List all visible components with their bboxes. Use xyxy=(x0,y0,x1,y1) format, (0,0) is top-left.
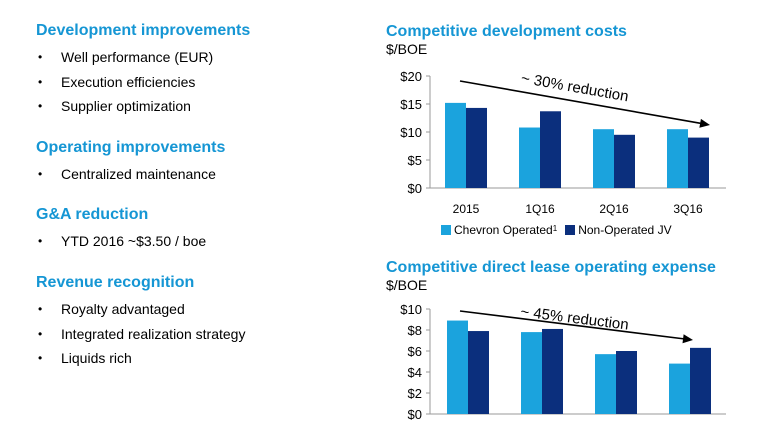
section-title: Development improvements xyxy=(36,22,251,39)
bar-chevron-3q16 xyxy=(667,129,688,188)
bar-nonop-2q16 xyxy=(616,351,637,414)
bar-nonop-3q16 xyxy=(688,137,709,188)
bullet-item: Execution efficiencies xyxy=(36,70,356,95)
y-tick-label: $15 xyxy=(400,97,422,112)
bar-chevron-3q16 xyxy=(669,363,690,414)
chart-unit-label: $/BOE xyxy=(386,41,428,57)
section-operating: Operating improvements Centralized maint… xyxy=(36,137,356,187)
legend-nonop: Non-Operated JV xyxy=(565,223,672,237)
bar-nonop-2q16 xyxy=(614,134,635,188)
y-tick-label: $0 xyxy=(408,407,422,422)
bar-nonop-1q16 xyxy=(542,328,563,414)
bar-chevron-2015 xyxy=(445,102,466,188)
bullet-item: Centralized maintenance xyxy=(36,162,356,187)
reduction-arrow xyxy=(459,80,710,128)
y-tick-label: $4 xyxy=(408,365,422,380)
bullet-item: YTD 2016 ~$3.50 / boe xyxy=(36,229,356,254)
chart-legend: Chevron Operated 1 Non-Operated JV xyxy=(441,223,680,237)
y-tick-label: $5 xyxy=(408,153,422,168)
left-panel: Development improvements Well performanc… xyxy=(36,20,356,389)
reduction-annotation: ~ 45% reduction xyxy=(520,303,630,333)
bullet-item: Royalty advantaged xyxy=(36,297,356,322)
bar-nonop-2015 xyxy=(466,107,487,188)
y-tick-label: $0 xyxy=(408,181,422,196)
x-tick-label: 1Q16 xyxy=(525,202,555,216)
reduction-arrow xyxy=(459,310,693,344)
section-ga: G&A reduction YTD 2016 ~$3.50 / boe xyxy=(36,204,356,254)
bar-nonop-2015 xyxy=(468,331,489,414)
x-tick-label: 3Q16 xyxy=(673,202,703,216)
arrow-head-icon xyxy=(699,118,710,128)
x-tick-label: 2Q16 xyxy=(599,202,629,216)
bar-chevron-2015 xyxy=(447,320,468,414)
legend-chevron: Chevron Operated 1 xyxy=(441,223,557,237)
bar-chevron-1q16 xyxy=(521,332,542,414)
lease-opex-chart-header: Competitive direct lease operating expen… xyxy=(386,259,758,293)
chart-title: Competitive development costs xyxy=(386,23,627,40)
bar-nonop-1q16 xyxy=(540,111,561,188)
bar-chevron-1q16 xyxy=(519,127,540,188)
legend-swatch-nonop xyxy=(565,225,576,235)
x-tick-label: 2015 xyxy=(453,202,480,216)
y-tick-label: $2 xyxy=(408,386,422,401)
legend-label: Chevron Operated xyxy=(454,223,553,237)
bullet-item: Integrated realization strategy xyxy=(36,322,356,347)
y-tick-label: $10 xyxy=(400,302,422,317)
reduction-annotation: ~ 30% reduction xyxy=(520,70,630,106)
y-tick-label: $8 xyxy=(408,323,422,338)
section-development: Development improvements Well performanc… xyxy=(36,20,356,119)
bar-chevron-2q16 xyxy=(593,129,614,188)
bar-chevron-2q16 xyxy=(595,354,616,414)
dev-costs-chart: $0 $5 $10 $15 $20 2015 1Q16 2Q16 3Q16 ~ 30% reduc… xyxy=(400,69,726,216)
lease-opex-chart: $0 $2 $4 $6 $8 $10 ~ 45% reduction xyxy=(400,302,726,422)
legend-label: Non-Operated JV xyxy=(578,223,672,237)
dev-costs-chart-header: Competitive development costs $/BOE xyxy=(386,23,758,57)
bullet-item: Well performance (EUR) xyxy=(36,45,356,70)
y-tick-label: $6 xyxy=(408,344,422,359)
section-title: G&A reduction xyxy=(36,206,149,224)
bar-nonop-3q16 xyxy=(690,347,711,414)
legend-swatch-chevron xyxy=(441,225,451,235)
section-title: Operating improvements xyxy=(36,138,226,156)
bullet-item: Liquids rich xyxy=(36,346,356,371)
chart-title: Competitive direct lease operating expen… xyxy=(386,259,716,276)
bullet-item: Supplier optimization xyxy=(36,94,356,119)
y-tick-label: $20 xyxy=(400,69,422,84)
footnote-marker: 1 xyxy=(552,223,558,233)
section-revenue: Revenue recognition Royalty advantaged I… xyxy=(36,272,356,371)
chart-unit-label: $/BOE xyxy=(386,277,428,293)
section-title: Revenue recognition xyxy=(36,273,195,291)
arrow-head-icon xyxy=(682,334,693,344)
y-tick-label: $10 xyxy=(400,125,422,140)
